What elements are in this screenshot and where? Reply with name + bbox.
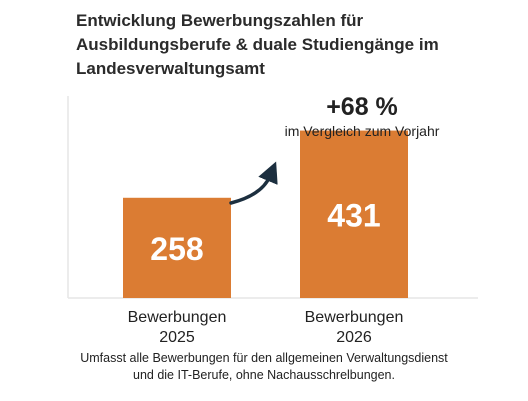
category-label-2-line-2: 2026 [336, 329, 372, 346]
footnote-line-2: und die IT-Berufe, ohne Nachausschrelbun… [133, 368, 395, 382]
bar-value-label-2: 431 [327, 197, 380, 233]
growth-caption: im Vergleich zum Vorjahr [285, 123, 440, 139]
category-label-2-line-1: Bewerbungen [305, 309, 404, 326]
labels-group: Bewerbungen 2025 Bewerbungen 2026 [128, 309, 404, 346]
chart-title: Entwicklung Bewerbungszahlen für Ausbild… [76, 9, 516, 81]
bar-1 [123, 197, 231, 298]
category-label-1-line-2: 2025 [159, 329, 195, 346]
footnote-line-1: Umfasst alle Bewerbungen für den allgeme… [80, 351, 448, 365]
title-line-3: Landesverwaltungsamt [76, 59, 265, 78]
growth-arrow-icon [229, 161, 278, 205]
bar-value-label-1: 258 [150, 231, 203, 267]
growth-percentage: +68 % [326, 93, 398, 121]
bar-2 [300, 130, 408, 298]
title-line-1: Entwicklung Bewerbungszahlen für [76, 11, 364, 30]
title-line-2: Ausbildungsberufe & duale Studiengänge i… [76, 35, 439, 54]
bars-group: 258 431 [123, 130, 408, 298]
category-label-1-line-1: Bewerbungen [128, 309, 227, 326]
footnote: Umfasst alle Bewerbungen für den allgeme… [0, 350, 528, 384]
